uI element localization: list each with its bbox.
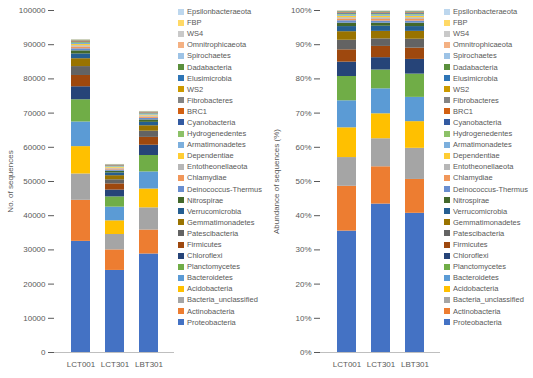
html-text:BRC1: BRC1 [187, 106, 207, 116]
html-text:Fibrobacteres: Fibrobacteres [453, 95, 499, 105]
html-text:Proteobacteria: Proteobacteria [453, 317, 502, 327]
html-text:Acidobacteria: Acidobacteria [453, 284, 499, 294]
html-text:Chlamydiae: Chlamydiae [453, 173, 493, 183]
svg-text:60000: 60000 [23, 143, 46, 152]
html-text:Chloroflexi: Chloroflexi [187, 251, 223, 261]
html-text:Armatimonadetes: Armatimonadetes [187, 140, 246, 150]
html-text:Fibrobacteres: Fibrobacteres [187, 95, 233, 105]
html-text:Firmicutes: Firmicutes [187, 240, 222, 249]
svg-text:40%: 40% [295, 211, 311, 220]
svg-text:LBT301: LBT301 [401, 360, 430, 369]
html-text:Planctomycetes: Planctomycetes [187, 262, 240, 272]
html-text:Actinobacteria: Actinobacteria [453, 306, 501, 316]
html-text:Bacteria_unclassified: Bacteria_unclassified [187, 295, 258, 305]
html-text:Epsilonbacteraeota: Epsilonbacteraeota [453, 7, 518, 16]
svg-text:80000: 80000 [23, 74, 46, 83]
svg-text:LCT301: LCT301 [101, 360, 130, 369]
html-text:Verrucomicrobia: Verrucomicrobia [453, 206, 508, 216]
html-text:WS2: WS2 [187, 84, 204, 94]
html-text:WS4: WS4 [187, 29, 204, 39]
svg-text:90%: 90% [295, 40, 311, 49]
html-text:Bacteroidetes: Bacteroidetes [187, 273, 233, 283]
svg-text:Abundance of sequences (%): Abundance of sequences (%) [272, 129, 281, 234]
html-text:Nitrospirae: Nitrospirae [453, 195, 490, 205]
html-text:Verrucomicrobia: Verrucomicrobia [187, 206, 242, 216]
html-text:WS2: WS2 [453, 84, 470, 94]
svg-text:60%: 60% [295, 143, 311, 152]
svg-text:LCT001: LCT001 [333, 360, 362, 369]
html-text:Spirochaetes: Spirochaetes [187, 51, 231, 61]
html-text:Chlamydiae: Chlamydiae [187, 173, 227, 183]
html-text:Omnitrophicaeota: Omnitrophicaeota [453, 40, 513, 50]
html-text:Deinococcus-Thermus: Deinococcus-Thermus [187, 184, 262, 194]
html-text:BRC1: BRC1 [453, 106, 473, 116]
svg-text:70000: 70000 [23, 109, 46, 118]
html-text:FBP: FBP [453, 18, 468, 28]
html-text:Deinococcus-Thermus: Deinococcus-Thermus [453, 184, 528, 194]
svg-text:100%: 100% [291, 6, 311, 15]
svg-text:50000: 50000 [23, 177, 46, 186]
svg-text:20000: 20000 [23, 280, 46, 289]
html-text:Dependentiae: Dependentiae [187, 151, 234, 161]
html-text:Chloroflexi: Chloroflexi [453, 251, 489, 261]
html-text:Entotheonellaeota: Entotheonellaeota [187, 162, 248, 172]
svg-text:10000: 10000 [23, 314, 46, 323]
html-text:WS4: WS4 [453, 29, 470, 39]
html-text:Gemmatimonadetes: Gemmatimonadetes [187, 217, 255, 227]
svg-text:0: 0 [41, 348, 46, 357]
html-text:Patescibacteria: Patescibacteria [187, 228, 239, 238]
html-text:Omnitrophicaeota: Omnitrophicaeota [187, 40, 247, 50]
svg-text:80%: 80% [295, 74, 311, 83]
svg-text:LCT301: LCT301 [367, 360, 396, 369]
html-text:Cyanobacteria: Cyanobacteria [187, 118, 236, 127]
svg-text:LBT301: LBT301 [135, 360, 164, 369]
html-text:Firmicutes: Firmicutes [453, 240, 488, 249]
svg-text:No. of sequences: No. of sequences [6, 150, 15, 212]
html-text:FBP: FBP [187, 18, 202, 28]
svg-text:100000: 100000 [19, 6, 46, 15]
svg-text:20%: 20% [295, 280, 311, 289]
html-text:Nitrospirae: Nitrospirae [187, 195, 224, 205]
svg-text:LCT001: LCT001 [67, 360, 96, 369]
html-text:Entotheonellaeota: Entotheonellaeota [453, 162, 514, 172]
html-text:Dependentiae: Dependentiae [453, 151, 500, 161]
html-text:Elusimicrobia: Elusimicrobia [453, 73, 498, 83]
svg-text:90000: 90000 [23, 40, 46, 49]
html-text:Epsilonbacteraeota: Epsilonbacteraeota [187, 7, 252, 16]
html-text:Acidobacteria: Acidobacteria [187, 284, 233, 294]
html-text:Actinobacteria: Actinobacteria [187, 306, 235, 316]
html-text:Spirochaetes: Spirochaetes [453, 51, 497, 61]
svg-text:30000: 30000 [23, 245, 46, 254]
html-text:Patescibacteria: Patescibacteria [453, 228, 505, 238]
html-text:Hydrogenedentes: Hydrogenedentes [453, 129, 513, 139]
html-text:Cyanobacteria: Cyanobacteria [453, 118, 502, 127]
svg-text:30%: 30% [295, 245, 311, 254]
html-text:Bacteria_unclassified: Bacteria_unclassified [453, 295, 524, 305]
html-text:Armatimonadetes: Armatimonadetes [453, 140, 512, 150]
html-text:Hydrogenedentes: Hydrogenedentes [187, 129, 247, 139]
html-text:Dadabacteria: Dadabacteria [187, 62, 232, 72]
svg-text:50%: 50% [295, 177, 311, 186]
html-text:Elusimicrobia: Elusimicrobia [187, 73, 232, 83]
svg-text:40000: 40000 [23, 211, 46, 220]
html-text:Dadabacteria: Dadabacteria [453, 62, 498, 72]
svg-text:70%: 70% [295, 109, 311, 118]
html-text:Bacteroidetes: Bacteroidetes [453, 273, 499, 283]
svg-text:10%: 10% [295, 314, 311, 323]
svg-text:0%: 0% [300, 348, 312, 357]
html-text:Proteobacteria: Proteobacteria [187, 317, 236, 327]
html-text:Gemmatimonadetes: Gemmatimonadetes [453, 217, 521, 227]
html-text:Planctomycetes: Planctomycetes [453, 262, 506, 272]
